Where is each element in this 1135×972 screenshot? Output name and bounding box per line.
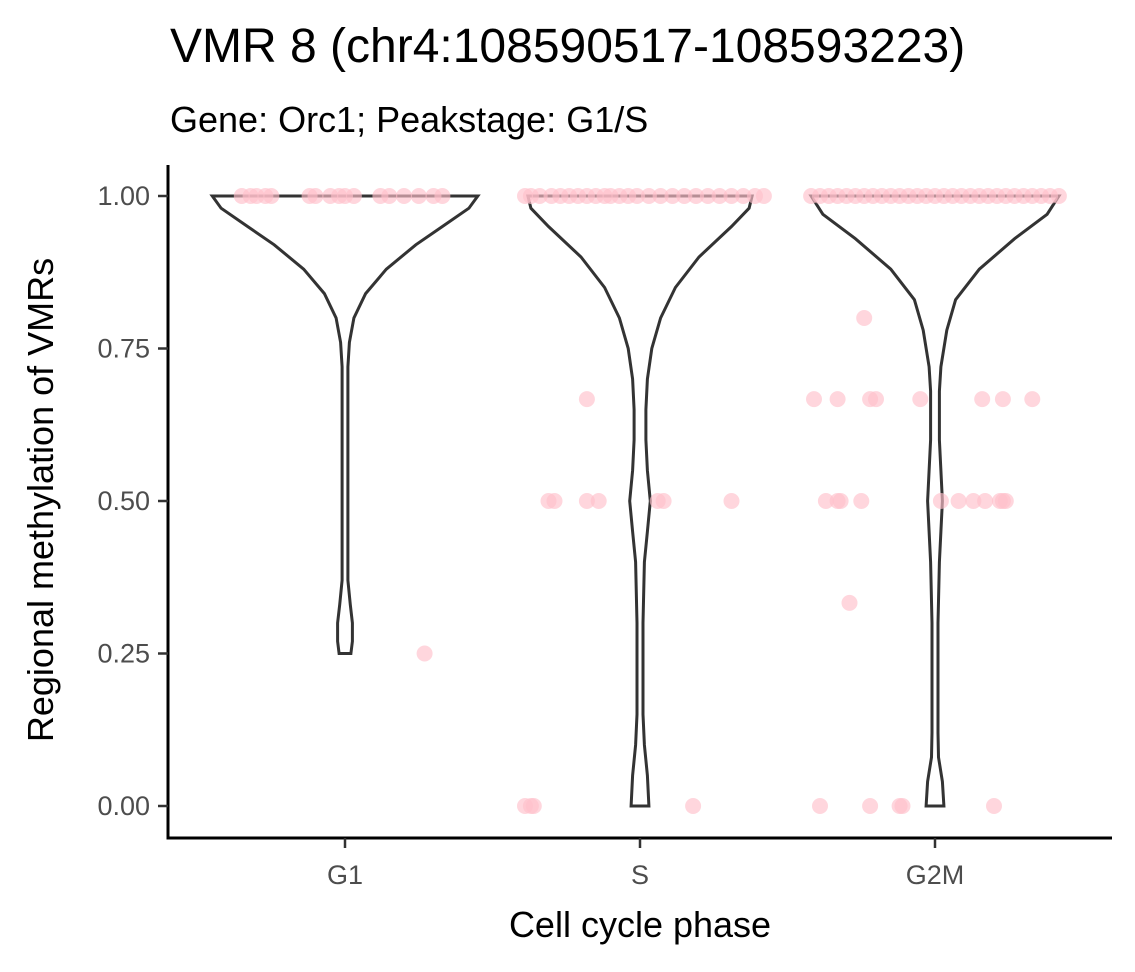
data-point-s [711,188,728,204]
y-axis-title: Regional methylation of VMRs [20,258,61,742]
data-point-g2m [817,493,834,509]
data-point-g2m [894,798,911,814]
data-point-g2m [965,493,982,509]
data-point-g2m [1024,391,1041,408]
x-axis-title: Cell cycle phase [509,904,771,945]
data-point-s [629,188,645,204]
data-point-s [531,188,548,204]
data-point-g1 [416,645,433,662]
data-point-g1 [410,188,427,204]
y-tick-label: 0.00 [97,791,150,821]
data-point-g2m [806,391,822,408]
data-point-g1 [345,188,362,204]
data-point-s [688,188,704,204]
data-point-g2m [912,391,929,408]
data-point-g2m [986,798,1002,814]
data-point-g2m [932,493,949,509]
chart-subtitle: Gene: Orc1; Peakstage: G1/S [170,99,648,140]
data-point-g1 [263,188,280,204]
data-point-s [664,188,681,204]
data-point-s [655,493,672,509]
data-point-s [685,798,702,814]
data-point-s [755,188,772,204]
data-point-s [525,798,542,814]
data-point-g2m [832,493,849,509]
x-tick-label-g1: G1 [327,860,363,890]
violin-layer [209,194,1062,808]
data-point-s [546,493,563,509]
data-point-s [676,188,693,204]
data-point-g1 [381,188,398,204]
data-point-g2m [1050,188,1067,204]
data-point-g2m [812,798,828,814]
data-point-g2m [829,391,846,408]
data-point-g2m [856,310,873,326]
x-tick-label-s: S [631,860,649,890]
y-axis-ticks: 0.00 0.25 0.50 0.75 1.00 [97,181,168,821]
data-point-g2m [853,493,870,509]
data-point-g2m [862,798,879,814]
data-point-s [578,391,595,408]
data-point-s [578,493,595,509]
data-point-s [652,188,669,204]
y-tick-label: 0.75 [97,334,150,364]
data-point-g2m [950,493,967,509]
y-tick-label: 0.25 [97,639,150,669]
data-point-g2m [997,493,1014,509]
data-point-g1 [396,188,412,204]
data-point-g2m [868,391,884,408]
x-axis-ticks: G1 S G2M [327,838,964,890]
data-point-g1 [434,188,451,204]
data-point-g2m [841,594,858,611]
chart-title: VMR 8 (chr4:108590517-108593223) [170,20,965,73]
data-point-g1 [307,188,324,204]
x-tick-label-g2m: G2M [906,860,965,890]
data-point-s [699,188,716,204]
y-tick-label: 1.00 [97,181,150,211]
points-layer [233,188,1067,814]
violin-g1 [209,194,481,655]
data-point-s [723,188,740,204]
y-tick-label: 0.50 [97,486,150,516]
data-point-g2m [974,391,991,408]
data-point-g2m [977,493,994,509]
data-point-s [723,493,740,509]
data-point-s [590,493,607,509]
data-point-g2m [994,391,1011,408]
data-point-s [735,188,752,204]
data-point-s [640,188,657,204]
